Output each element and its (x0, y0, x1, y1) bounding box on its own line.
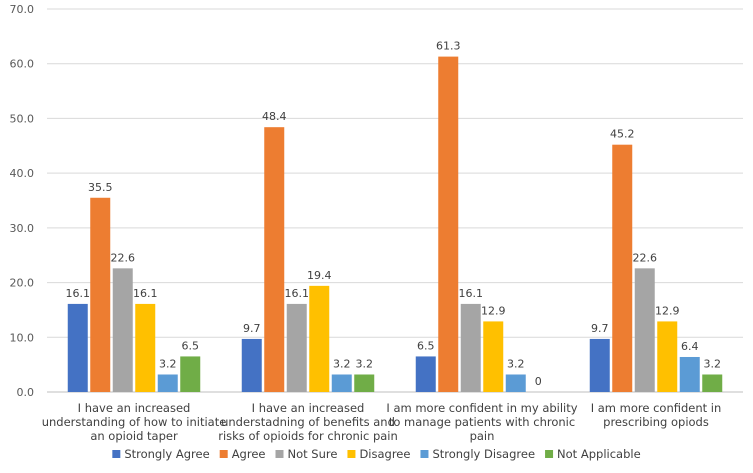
data-label: 16.1 (66, 287, 91, 300)
data-label: 22.6 (633, 251, 658, 264)
legend-swatch (420, 450, 429, 458)
legend-label: Agree (232, 447, 266, 461)
y-tick-label: 30.0 (10, 222, 35, 235)
data-label: 9.7 (591, 322, 609, 335)
legend-label: Not Sure (287, 447, 337, 461)
bar (90, 197, 111, 392)
y-tick-label: 60.0 (10, 58, 35, 71)
data-label: 35.5 (88, 181, 113, 194)
bar (679, 356, 700, 392)
y-tick-label: 0.0 (17, 386, 35, 399)
bar (589, 338, 610, 392)
data-label: 3.2 (507, 357, 525, 370)
bar (702, 374, 723, 392)
category-label: I have an increased (252, 401, 365, 415)
category-label: to manage patients with chronic (389, 415, 575, 429)
data-label: 6.5 (182, 339, 200, 352)
data-label: 3.2 (356, 357, 374, 370)
data-label: 45.2 (610, 128, 635, 141)
category-label: understanding of how to initiate (42, 415, 227, 429)
data-label: 9.7 (243, 322, 261, 335)
data-label: 61.3 (436, 40, 461, 53)
bar (135, 303, 156, 392)
bar (505, 374, 526, 392)
data-label: 16.1 (285, 287, 310, 300)
legend-label: Strongly Agree (124, 447, 209, 461)
y-tick-label: 40.0 (10, 167, 35, 180)
bar (634, 268, 655, 392)
data-label: 16.1 (133, 287, 158, 300)
bar (157, 374, 178, 392)
category-label: I am more confident in my ability (386, 401, 577, 415)
data-label: 12.9 (655, 304, 680, 317)
bar (460, 303, 481, 392)
bar (264, 127, 285, 392)
bar (67, 303, 88, 392)
legend-swatch (347, 450, 356, 458)
legend-swatch (545, 450, 554, 458)
legend-label: Disagree (359, 447, 410, 461)
data-label: 3.2 (704, 357, 722, 370)
data-label: 16.1 (459, 287, 484, 300)
legend-swatch (219, 450, 228, 458)
legend-swatch (275, 450, 284, 458)
data-label: 6.5 (417, 339, 435, 352)
category-label: I have an increased (78, 401, 191, 415)
y-tick-label: 10.0 (10, 331, 35, 344)
data-label: 12.9 (481, 304, 506, 317)
legend-label: Strongly Disagree (432, 447, 535, 461)
category-label: pain (470, 429, 495, 443)
data-label: 19.4 (307, 269, 332, 282)
y-tick-label: 50.0 (10, 112, 35, 125)
data-label: 0 (535, 375, 542, 388)
y-tick-label: 20.0 (10, 277, 35, 290)
bar (415, 356, 436, 392)
data-label: 3.2 (159, 357, 177, 370)
bar (438, 56, 459, 392)
bar (180, 356, 201, 392)
y-tick-label: 70.0 (10, 3, 35, 16)
bar (331, 374, 352, 392)
category-label: risks of opioids for chronic pain (218, 429, 398, 443)
bar (112, 268, 133, 392)
bar (241, 338, 262, 392)
bar (309, 285, 330, 392)
bar (354, 374, 375, 392)
category-label: an opioid taper (90, 429, 178, 443)
category-label: understadning of benefits and (221, 415, 395, 429)
legend-swatch (112, 450, 121, 458)
data-label: 3.2 (333, 357, 351, 370)
bar (612, 144, 633, 392)
data-label: 6.4 (681, 340, 699, 353)
category-label: prescribing opiods (603, 415, 709, 429)
bar (286, 303, 307, 392)
legend-label: Not Applicable (557, 447, 641, 461)
data-label: 48.4 (262, 110, 287, 123)
data-label: 22.6 (111, 251, 136, 264)
category-label: I am more confident in (591, 401, 722, 415)
bar (657, 321, 678, 392)
bar (483, 321, 504, 392)
